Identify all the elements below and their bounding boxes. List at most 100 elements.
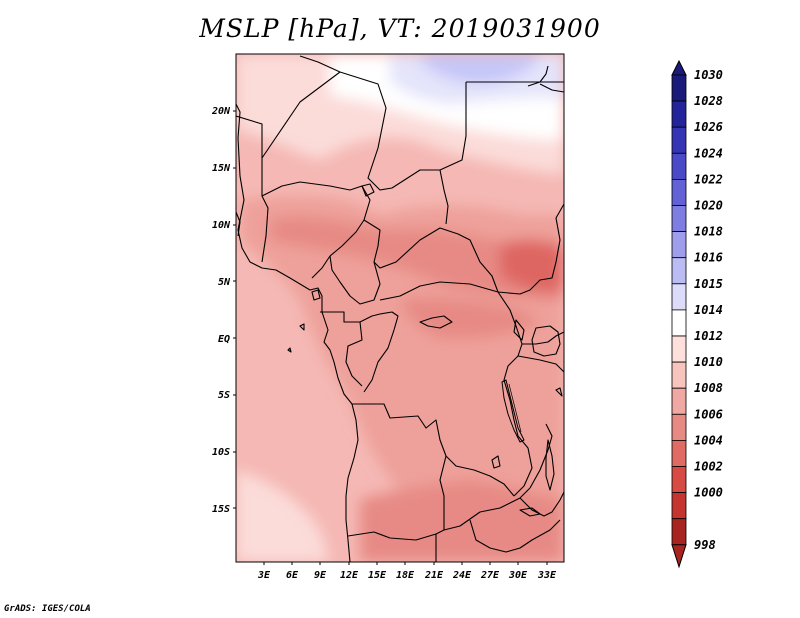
map-frame [235,53,565,563]
island-bioko [311,289,321,301]
colorbar-swatch [671,231,687,259]
island-annobon [287,347,292,353]
lon-label: 33E [537,570,557,581]
lon-label: 30E [508,570,528,581]
lake-tanganyika-inner [508,383,522,433]
border-namibia-botswana [435,519,561,562]
border-tanzania [517,355,564,373]
colorbar-swatch [671,439,687,467]
colorbar-label: 1000 [694,486,723,500]
lake-tanganyika [501,379,525,443]
colorbar-label: 1024 [694,146,723,160]
lon-label: 3E [257,570,271,581]
lon-label: 9E [314,570,327,581]
lon-label: 18E [396,570,415,581]
colorbar-swatch [671,152,687,180]
colorbar-label: 1020 [694,199,723,213]
colorbar-swatch [671,126,687,154]
border-zambia-south [443,487,531,531]
border-libya-west [299,55,341,73]
island-sao-tome [299,323,305,331]
border-sudan [439,169,449,225]
lon-label: 6E [286,570,299,581]
grads-credit: GrADS: IGES/COLA [4,604,91,614]
colorbar-swatch [671,283,687,311]
border-south-sudan [497,203,564,295]
lake-mweru [491,455,501,469]
colorbar-label: 1016 [694,251,723,265]
field-1006-sahel [270,216,564,300]
latitude-axis: 20N 15N 10N 5N EQ 5S 10S 15S [211,106,231,515]
colorbar-swatch [671,257,687,285]
lon-label: 21E [424,570,444,581]
colorbar-label: 1010 [694,355,723,369]
longitude-axis: 3E 6E 9E 12E 15E 18E 21E 24E 27E 30E 33E [257,570,557,581]
lat-label: 10S [212,447,230,458]
border-drc-angola [352,403,515,497]
border-car-drc [379,281,499,301]
border-algeria [236,115,263,158]
colorbar-label: 1004 [694,433,723,447]
colorbar-top-cap [671,59,687,76]
colorbar-label: 1026 [694,120,723,134]
lon-label: 27E [480,570,500,581]
coastlines-borders [236,55,564,562]
colorbar-label: 1022 [694,172,723,186]
congo-river [419,315,453,329]
lat-label: 15N [212,163,231,174]
field-1012-southwest [236,470,330,562]
longitude-ticks [263,562,548,565]
lat-label: 15S [212,504,230,515]
lat-label: 5S [218,390,230,401]
lon-label: 24E [452,570,472,581]
colorbar-label: 1030 [694,68,723,82]
border-cameroon [329,255,381,305]
coastline-gulf-detail [236,211,241,237]
colorbar-swatch [671,205,687,233]
lon-label: 15E [368,570,387,581]
island-zanzibar [555,387,563,397]
colorbar-swatch [671,413,687,441]
lake-kariba [519,507,541,517]
lat-label: 5N [218,277,231,288]
colorbar-swatch [671,466,687,494]
colorbar-swatch [671,361,687,389]
lake-albert [513,319,525,341]
border-drc-east [497,291,533,497]
border-angola-south [347,529,445,541]
colorbar: 1030 1028 1026 1024 1022 1020 1018 1016 1015 1014… [671,59,723,569]
field-1016-band [420,54,540,84]
border-niger-north [261,71,341,159]
colorbar-label: 1012 [694,329,723,343]
colorbar-label: 1015 [694,277,723,291]
lake-victoria [531,325,561,357]
colorbar-swatch [671,335,687,363]
border-zambia-east [529,423,553,489]
coastline-red-sea [527,65,564,93]
map-title: MSLP [hPa], VT: 2019031900 [199,14,601,43]
latitude-ticks [233,110,236,509]
pressure-field [236,54,564,562]
border-congo [359,311,399,393]
colorbar-label: 1018 [694,225,723,239]
colorbar-label: 1008 [694,381,723,395]
border-angola-zambia [439,455,447,530]
colorbar-swatch [671,74,687,102]
colorbar-label: 998 [694,538,716,552]
colorbar-swatch [671,387,687,415]
lat-label: 10N [212,220,231,231]
field-1010-atlantic [236,250,319,470]
colorbar-bottom-cap [671,544,687,569]
colorbar-label: 1014 [694,303,723,317]
lat-label: 20N [211,106,231,117]
colorbar-label: 1028 [694,94,723,108]
colorbar-swatch [671,309,687,337]
lon-label: 12E [340,570,359,581]
field-1006-south [360,480,564,562]
lat-label: EQ [218,334,230,345]
colorbar-label: 1006 [694,407,723,421]
colorbar-swatch [671,178,687,206]
lake-malawi [545,439,555,491]
colorbar-swatch [671,492,687,520]
